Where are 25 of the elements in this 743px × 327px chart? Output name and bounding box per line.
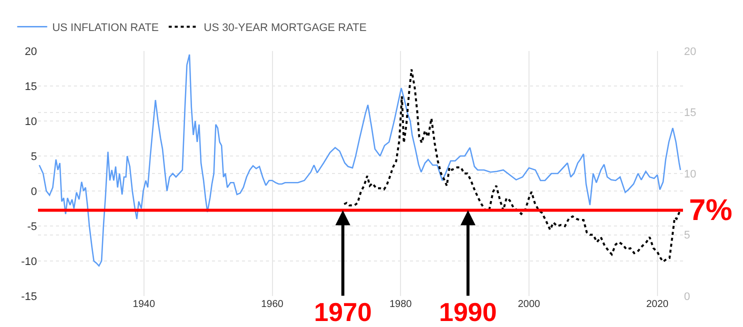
line-series [38, 54, 682, 267]
y2-tick-label: 20 [684, 46, 696, 58]
y-tick-label: 0 [30, 186, 37, 198]
x-tick-label: 1940 [132, 299, 156, 310]
x-tick-label: 1980 [389, 299, 412, 310]
y-tick-label: 20 [24, 46, 37, 58]
annotation: 1970 [314, 297, 372, 327]
x-tick-label: 1960 [261, 299, 284, 310]
y2-tick-label: 15 [684, 107, 696, 120]
ref-line-label: 7% [689, 194, 732, 227]
legend-label: US 30-YEAR MORTGAGE RATE [204, 22, 367, 34]
annotation: 1990 [439, 297, 497, 327]
y-tick-label: -15 [21, 290, 37, 303]
y-tick-label: 10 [24, 116, 37, 128]
y-tick-label: -5 [27, 220, 37, 233]
legend-label: US INFLATION RATE [52, 22, 159, 34]
y-tick-label: 15 [24, 80, 37, 93]
line-series [343, 68, 682, 263]
y2-tick-label: 0 [684, 290, 690, 303]
x-tick-label: 2020 [646, 299, 669, 310]
y-tick-label: -10 [21, 256, 37, 268]
y2-tick-label: 5 [684, 230, 690, 242]
x-tick-label: 2000 [518, 299, 541, 310]
y-tick-label: 5 [30, 150, 37, 163]
y2-tick-label: 10 [684, 168, 696, 180]
